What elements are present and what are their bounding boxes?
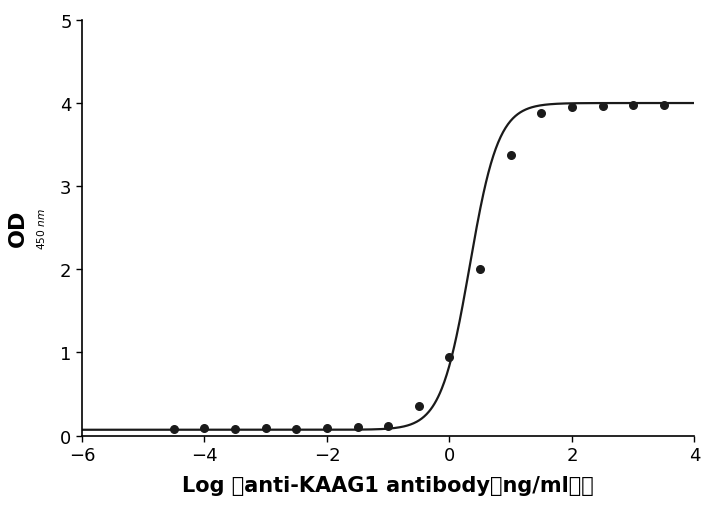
Point xyxy=(352,423,363,432)
Point xyxy=(505,151,516,159)
Point xyxy=(260,424,271,432)
Point xyxy=(628,101,639,109)
Point xyxy=(168,425,179,433)
Point xyxy=(597,102,608,110)
Point xyxy=(413,403,425,411)
Point xyxy=(536,110,547,118)
Point xyxy=(566,104,578,112)
Point xyxy=(321,424,333,432)
Point xyxy=(474,266,486,274)
Point xyxy=(291,425,302,433)
Text: OD: OD xyxy=(8,210,28,247)
Point xyxy=(198,424,210,432)
X-axis label: Log （anti-KAAG1 antibody（ng/ml））: Log （anti-KAAG1 antibody（ng/ml）） xyxy=(182,475,594,495)
Point xyxy=(383,421,394,430)
Point xyxy=(658,101,670,109)
Point xyxy=(229,425,241,433)
Point xyxy=(443,353,455,361)
Text: $_{450\ nm}$: $_{450\ nm}$ xyxy=(33,207,48,249)
